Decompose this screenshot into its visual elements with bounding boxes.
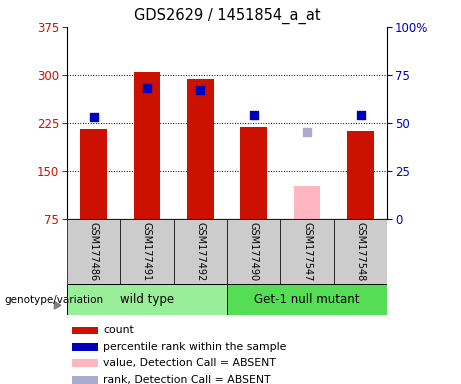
Text: count: count xyxy=(103,326,134,336)
Bar xyxy=(294,186,320,219)
Bar xyxy=(280,219,334,284)
Bar xyxy=(227,219,280,284)
Text: genotype/variation: genotype/variation xyxy=(5,295,104,305)
Point xyxy=(303,129,311,136)
Text: GSM177491: GSM177491 xyxy=(142,222,152,281)
Point xyxy=(197,87,204,93)
Text: GSM177492: GSM177492 xyxy=(195,222,205,281)
Bar xyxy=(134,72,160,219)
Point xyxy=(90,114,97,120)
Bar xyxy=(174,219,227,284)
Text: GSM177547: GSM177547 xyxy=(302,222,312,281)
Text: value, Detection Call = ABSENT: value, Detection Call = ABSENT xyxy=(103,358,276,368)
Bar xyxy=(72,343,98,351)
Text: GSM177490: GSM177490 xyxy=(249,222,259,281)
Bar xyxy=(67,219,120,284)
Text: Get-1 null mutant: Get-1 null mutant xyxy=(254,293,360,306)
Point xyxy=(250,112,257,118)
Text: wild type: wild type xyxy=(120,293,174,306)
Bar xyxy=(72,376,98,384)
Polygon shape xyxy=(54,301,61,309)
Bar xyxy=(80,129,107,219)
Bar xyxy=(227,284,387,315)
Bar xyxy=(240,127,267,219)
Bar xyxy=(334,219,387,284)
Text: GSM177486: GSM177486 xyxy=(89,222,99,281)
Bar xyxy=(72,359,98,367)
Text: percentile rank within the sample: percentile rank within the sample xyxy=(103,342,287,352)
Bar xyxy=(67,284,227,315)
Bar xyxy=(120,219,174,284)
Point xyxy=(143,85,151,91)
Point xyxy=(357,112,364,118)
Text: GSM177548: GSM177548 xyxy=(355,222,366,281)
Bar xyxy=(72,326,98,334)
Bar xyxy=(347,131,374,219)
Text: rank, Detection Call = ABSENT: rank, Detection Call = ABSENT xyxy=(103,375,271,384)
Bar xyxy=(187,79,214,219)
Title: GDS2629 / 1451854_a_at: GDS2629 / 1451854_a_at xyxy=(134,8,320,24)
